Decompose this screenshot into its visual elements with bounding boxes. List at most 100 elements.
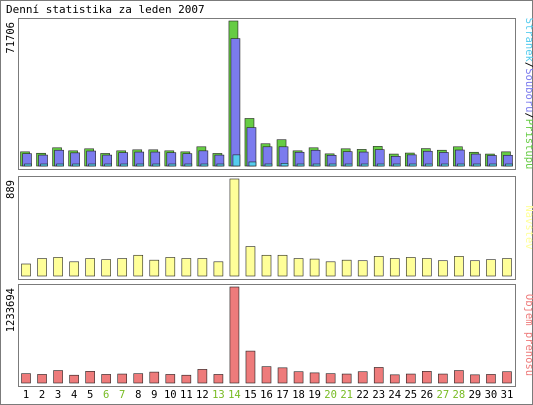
bar-souboru-28 xyxy=(455,149,465,167)
bar-bottom-20 xyxy=(325,373,336,384)
day-label-27: 27 xyxy=(437,389,450,401)
bar-bottom-9 xyxy=(149,371,160,384)
bar-bottom-23 xyxy=(373,367,384,384)
bar-middle-18 xyxy=(293,258,304,277)
bar-bottom-21 xyxy=(341,373,352,384)
day-label-1: 1 xyxy=(23,389,29,401)
bar-stranek-3 xyxy=(56,163,64,167)
day-label-19: 19 xyxy=(308,389,321,401)
day-label-3: 3 xyxy=(55,389,61,401)
bar-bottom-16 xyxy=(261,366,272,384)
bar-stranek-19 xyxy=(312,163,321,167)
bar-middle-24 xyxy=(389,258,400,277)
bar-bottom-17 xyxy=(277,367,288,384)
day-label-5: 5 xyxy=(87,389,93,401)
bar-bottom-2 xyxy=(37,374,47,384)
ymax-label-middle: 889 xyxy=(5,180,17,199)
day-label-8: 8 xyxy=(135,389,141,401)
bar-middle-11 xyxy=(181,258,192,277)
legend-bottom: Objem přenosu xyxy=(523,294,533,376)
bar-stranek-2 xyxy=(40,163,48,167)
bar-stranek-24 xyxy=(392,163,401,167)
bar-bottom-12 xyxy=(197,369,208,384)
bar-stranek-8 xyxy=(136,163,145,167)
bar-stranek-7 xyxy=(120,163,129,167)
bar-souboru-19 xyxy=(310,149,321,167)
day-label-31: 31 xyxy=(501,389,514,401)
day-label-26: 26 xyxy=(420,389,433,401)
chart-title: Denní statistika za leden 2007 xyxy=(6,3,205,16)
bar-stranek-25 xyxy=(408,163,417,167)
bar-stranek-20 xyxy=(328,163,337,167)
bar-bottom-29 xyxy=(470,374,480,384)
bar-middle-8 xyxy=(133,254,144,277)
bar-stranek-13 xyxy=(216,163,225,167)
bar-middle-15 xyxy=(245,246,256,277)
bar-bottom-1 xyxy=(21,373,31,384)
day-label-12: 12 xyxy=(196,389,209,401)
bar-stranek-9 xyxy=(152,163,161,167)
bar-bottom-28 xyxy=(454,370,464,384)
bar-stranek-28 xyxy=(457,163,465,167)
bar-stranek-16 xyxy=(264,163,273,167)
day-label-25: 25 xyxy=(404,389,417,401)
bar-middle-13 xyxy=(213,261,224,277)
bar-bottom-31 xyxy=(502,371,512,384)
bar-stranek-10 xyxy=(168,163,177,167)
bar-stranek-11 xyxy=(184,163,193,167)
bar-bottom-15 xyxy=(245,350,256,384)
bar-stranek-18 xyxy=(296,163,305,167)
bar-souboru-3 xyxy=(54,149,64,167)
bar-middle-12 xyxy=(197,258,208,277)
bar-stranek-29 xyxy=(473,163,481,167)
bar-stranek-22 xyxy=(360,163,369,167)
day-label-10: 10 xyxy=(164,389,177,401)
bar-souboru-23 xyxy=(374,149,385,167)
bar-middle-20 xyxy=(325,261,336,277)
bar-bottom-27 xyxy=(438,373,448,384)
bar-middle-16 xyxy=(261,254,272,277)
day-label-14: 14 xyxy=(228,389,241,401)
legend-top: Stránek/Souborů/Přístupů xyxy=(523,18,533,170)
bar-middle-3 xyxy=(53,257,63,277)
bar-stranek-4 xyxy=(72,163,80,167)
bar-bottom-13 xyxy=(213,374,224,384)
bar-middle-14 xyxy=(229,178,240,277)
bar-middle-29 xyxy=(470,260,480,277)
bar-bottom-26 xyxy=(422,371,432,384)
bar-middle-1 xyxy=(21,263,31,277)
bar-souboru-15 xyxy=(246,127,257,167)
bar-middle-22 xyxy=(357,260,368,277)
bar-stranek-6 xyxy=(104,163,112,167)
bar-bottom-25 xyxy=(405,373,416,384)
bar-middle-5 xyxy=(85,258,95,277)
bar-middle-10 xyxy=(165,257,176,277)
bar-middle-17 xyxy=(277,254,288,277)
bar-bottom-3 xyxy=(53,370,63,384)
day-label-24: 24 xyxy=(388,389,401,401)
bar-stranek-31 xyxy=(505,163,513,167)
bar-stranek-26 xyxy=(425,163,433,167)
bar-bottom-6 xyxy=(101,374,111,384)
day-label-9: 9 xyxy=(151,389,157,401)
bar-bottom-18 xyxy=(293,371,304,384)
day-label-13: 13 xyxy=(212,389,225,401)
bar-stranek-27 xyxy=(441,163,449,167)
ymax-label-top: 71706 xyxy=(5,22,17,54)
day-label-7: 7 xyxy=(119,389,125,401)
bar-bottom-5 xyxy=(85,371,95,384)
day-label-17: 17 xyxy=(276,389,289,401)
legend-middle: Návštěv xyxy=(523,205,533,249)
bar-bottom-24 xyxy=(389,374,400,384)
day-label-21: 21 xyxy=(340,389,353,401)
legend-entry-1: Souborů xyxy=(523,68,533,112)
legend-separator: / xyxy=(523,62,533,68)
bar-stranek-14 xyxy=(232,154,241,167)
bar-stranek-23 xyxy=(376,163,385,167)
bar-middle-26 xyxy=(422,258,432,277)
bar-bottom-10 xyxy=(165,374,176,384)
bar-bottom-22 xyxy=(357,371,368,384)
bar-stranek-12 xyxy=(200,163,209,167)
day-label-16: 16 xyxy=(260,389,273,401)
